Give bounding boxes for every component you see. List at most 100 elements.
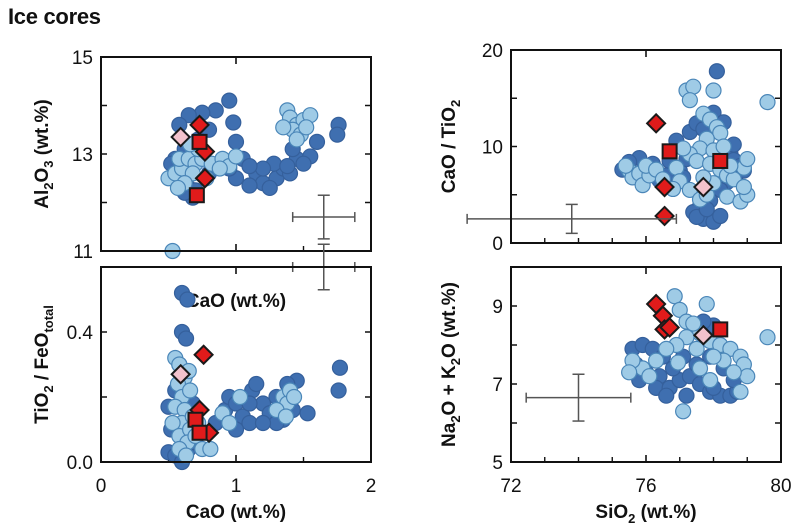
x-tick-label: 76 [635, 476, 656, 497]
data-point [681, 92, 698, 109]
y-tick-label: 11 [73, 242, 93, 263]
y-tick-label: 15 [72, 48, 93, 69]
data-point [666, 288, 683, 305]
data-point [621, 364, 638, 381]
data-point [658, 387, 675, 404]
data-point [688, 340, 705, 357]
data-point [759, 94, 776, 111]
data-point [668, 159, 685, 176]
data-point-diamond [193, 344, 215, 366]
data-point [705, 82, 722, 99]
data-point [279, 158, 296, 175]
data-point [648, 352, 665, 369]
panel-tio2-feo-vs-cao: 0.0 0.4 0 1 2 TiO2 / FeOtotal CaO (wt.%) [32, 243, 377, 523]
error-bar [466, 203, 678, 235]
data-point [180, 107, 197, 124]
data-point-diamond [692, 176, 714, 198]
panel-al2o3-vs-cao: 11 13 15 Al2O3 (wt.%) CaO (wt.%) [32, 48, 372, 312]
data-point [735, 178, 752, 196]
data-point [177, 330, 195, 347]
data-point [330, 382, 347, 399]
data-point-diamond [654, 176, 675, 198]
error-bar [525, 373, 632, 422]
series-pink-diamonds [170, 363, 192, 385]
y-tick-label: 0.0 [67, 453, 93, 474]
panel-cao-tio2-vs-sio2: 0 10 20 CaO / TiO2 [439, 41, 782, 255]
x-axis-label: CaO (wt.%) [186, 502, 286, 523]
y-tick-label: 7 [492, 375, 503, 396]
series-red-squares [712, 321, 729, 338]
data-point [329, 126, 346, 143]
x-tick-label: 1 [231, 476, 242, 497]
data-point [179, 291, 196, 308]
data-point [702, 372, 719, 389]
data-point [698, 295, 715, 313]
plot-frame [510, 49, 782, 244]
data-point [705, 348, 722, 365]
series-pink-diamonds [692, 176, 714, 198]
data-point [725, 364, 742, 381]
data-point [308, 133, 326, 150]
data-point [227, 148, 245, 165]
series-red-squares [187, 411, 208, 441]
data-point [254, 160, 272, 177]
data-point [225, 114, 242, 131]
y-tick-label: 13 [72, 145, 93, 166]
x-tick-label: 2 [366, 476, 377, 497]
data-point [275, 119, 292, 136]
data-point-square [712, 321, 729, 338]
series-red-squares [188, 133, 208, 204]
series-light-blue-circles [621, 288, 776, 420]
data-point [688, 152, 705, 170]
data-point-square [187, 411, 204, 428]
x-tick-label: 72 [500, 476, 521, 497]
data-point [211, 160, 228, 177]
data-point [277, 408, 295, 425]
y-axis-label: TiO2 / FeOtotal [32, 305, 56, 424]
plot-frame [510, 266, 782, 463]
series-red-diamonds [645, 293, 681, 340]
data-point [678, 387, 695, 404]
data-point-diamond [659, 317, 681, 338]
data-point [298, 119, 315, 136]
data-point-diamond [194, 167, 216, 189]
data-point [299, 405, 316, 422]
data-point [241, 158, 258, 175]
data-point [739, 368, 756, 385]
data-point [715, 138, 732, 155]
y-tick-label: 20 [482, 41, 503, 62]
y-axis-label: Al2O3 (wt.%) [32, 99, 56, 208]
data-point [248, 375, 265, 393]
series-light-blue-circles [160, 102, 319, 260]
data-point [227, 133, 245, 150]
series-light-blue-circles [617, 78, 776, 210]
data-point [164, 414, 181, 432]
data-point [739, 150, 756, 168]
series-pink-diamonds [692, 324, 714, 346]
x-tick-label: 80 [770, 476, 791, 497]
data-point [261, 179, 278, 197]
data-point [675, 140, 692, 157]
y-tick-label: 5 [492, 453, 503, 474]
data-point [241, 414, 258, 432]
y-tick-label: 0 [492, 234, 503, 255]
data-point-diamond [645, 112, 667, 134]
y-tick-label: 0.4 [67, 323, 94, 344]
data-point [708, 63, 725, 80]
x-axis-label: CaO (wt.%) [186, 291, 286, 312]
figure-title: Ice cores [8, 4, 101, 29]
y-axis-label: CaO / TiO2 [439, 100, 463, 193]
y-axis-label: Na2O + K2O (wt.%) [439, 282, 463, 447]
data-point-square [188, 187, 205, 204]
data-point [617, 157, 634, 174]
data-point [207, 102, 224, 119]
panel-alkali-vs-sio2: 5 7 9 72 76 80 Na2O + K2O (wt.%) SiO2 (wt.%) [439, 266, 792, 526]
y-tick-label: 10 [482, 138, 503, 159]
data-point [718, 188, 736, 205]
data-point-diamond [692, 324, 714, 346]
plot-frame [100, 266, 372, 463]
data-point [712, 124, 729, 142]
data-point [221, 92, 238, 109]
data-point-square [191, 424, 208, 441]
